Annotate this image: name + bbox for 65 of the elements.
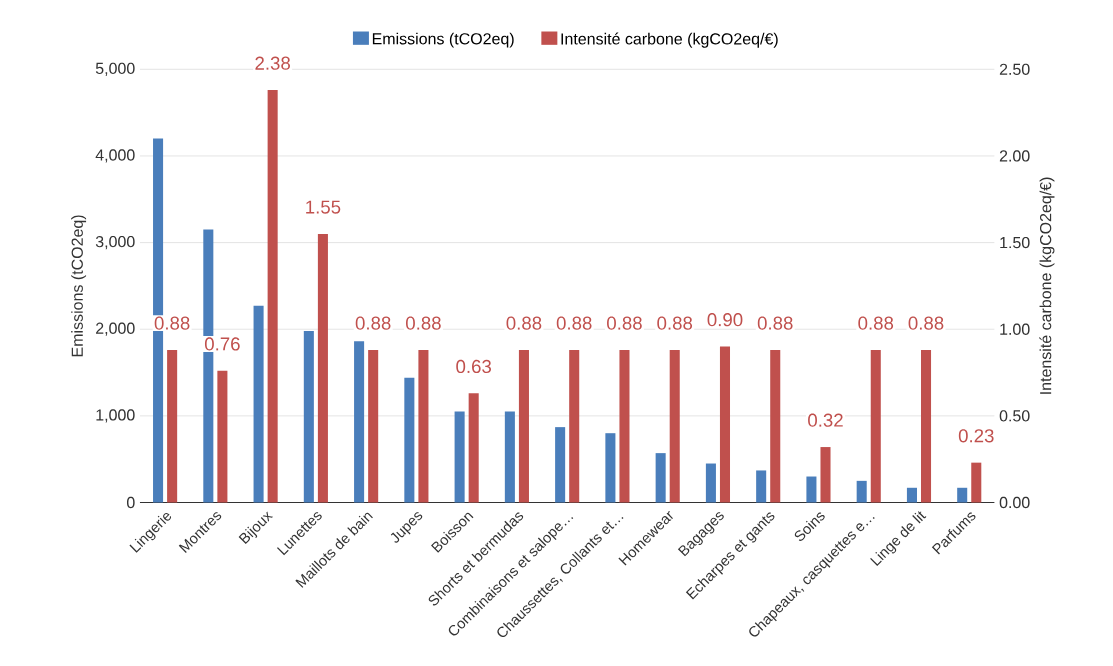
data-label: 0.88 [556, 316, 592, 330]
bar [518, 349, 529, 503]
data-label: 0.88 [657, 316, 693, 330]
bar [504, 411, 515, 503]
legend-label: Intensité carbone (kgCO2eq/€) [561, 32, 778, 48]
data-label: 0.88 [908, 316, 944, 330]
y-tick-label: 3,000 [95, 235, 135, 249]
bar [317, 233, 328, 503]
data-label: 0.88 [154, 316, 190, 330]
y2-tick-label: 0.00 [999, 496, 1030, 508]
bar [655, 452, 666, 503]
bar [957, 487, 968, 503]
bar [167, 349, 178, 503]
data-label: 0.76 [204, 337, 240, 351]
bar [253, 305, 264, 503]
bar [971, 462, 982, 503]
bar [705, 463, 716, 503]
bar [605, 432, 616, 503]
y-tick-label: 2,000 [96, 322, 135, 336]
y2-tick-label: 1.00 [1000, 323, 1030, 335]
data-label: 0.63 [456, 359, 492, 373]
bar [418, 349, 429, 503]
bar [619, 349, 630, 503]
data-label: 0.88 [858, 316, 894, 330]
y-tick-label: 1,000 [96, 409, 135, 423]
bar [267, 89, 278, 503]
bar [669, 349, 680, 503]
y-tick-label: 0 [126, 496, 135, 508]
data-label: 0.88 [406, 316, 441, 330]
bar [569, 349, 580, 503]
data-label: 0.23 [958, 428, 994, 443]
bar [870, 349, 881, 503]
y-tick-label: 4,000 [95, 149, 135, 163]
y2-tick-label: 2.50 [999, 63, 1030, 75]
data-label: 2.38 [255, 56, 290, 70]
bar [555, 426, 566, 503]
bar [770, 349, 781, 503]
data-label: 0.32 [808, 413, 843, 427]
y2-tick-label: 2.00 [999, 150, 1030, 162]
data-label: 0.88 [506, 316, 542, 330]
data-label: 0.88 [757, 316, 793, 330]
bar [404, 377, 415, 503]
bar [906, 487, 917, 503]
y2-axis-title: Intensité carbone (kgCO2eq/€) [1039, 177, 1055, 394]
bar [920, 349, 932, 503]
bar [468, 393, 479, 503]
bar [806, 476, 817, 503]
bar [820, 446, 831, 503]
y2-tick-label: 1.50 [1000, 236, 1030, 249]
bar [303, 330, 314, 503]
bar [719, 346, 731, 503]
data-label: 0.88 [355, 316, 391, 330]
bar [454, 411, 465, 503]
data-label: 0.88 [607, 316, 642, 330]
data-label: 1.55 [306, 200, 341, 214]
legend-label: Emissions (tCO2eq) [372, 32, 514, 48]
bar [756, 470, 767, 503]
y-axis-title: Emissions (tCO2eq) [71, 215, 87, 356]
y2-tick-label: 0.50 [999, 409, 1030, 422]
y-tick-label: 5,000 [95, 62, 135, 76]
bar [856, 480, 867, 503]
bar [368, 349, 379, 503]
data-label: 0.90 [707, 312, 743, 327]
bar [354, 341, 365, 503]
bar [217, 370, 228, 503]
